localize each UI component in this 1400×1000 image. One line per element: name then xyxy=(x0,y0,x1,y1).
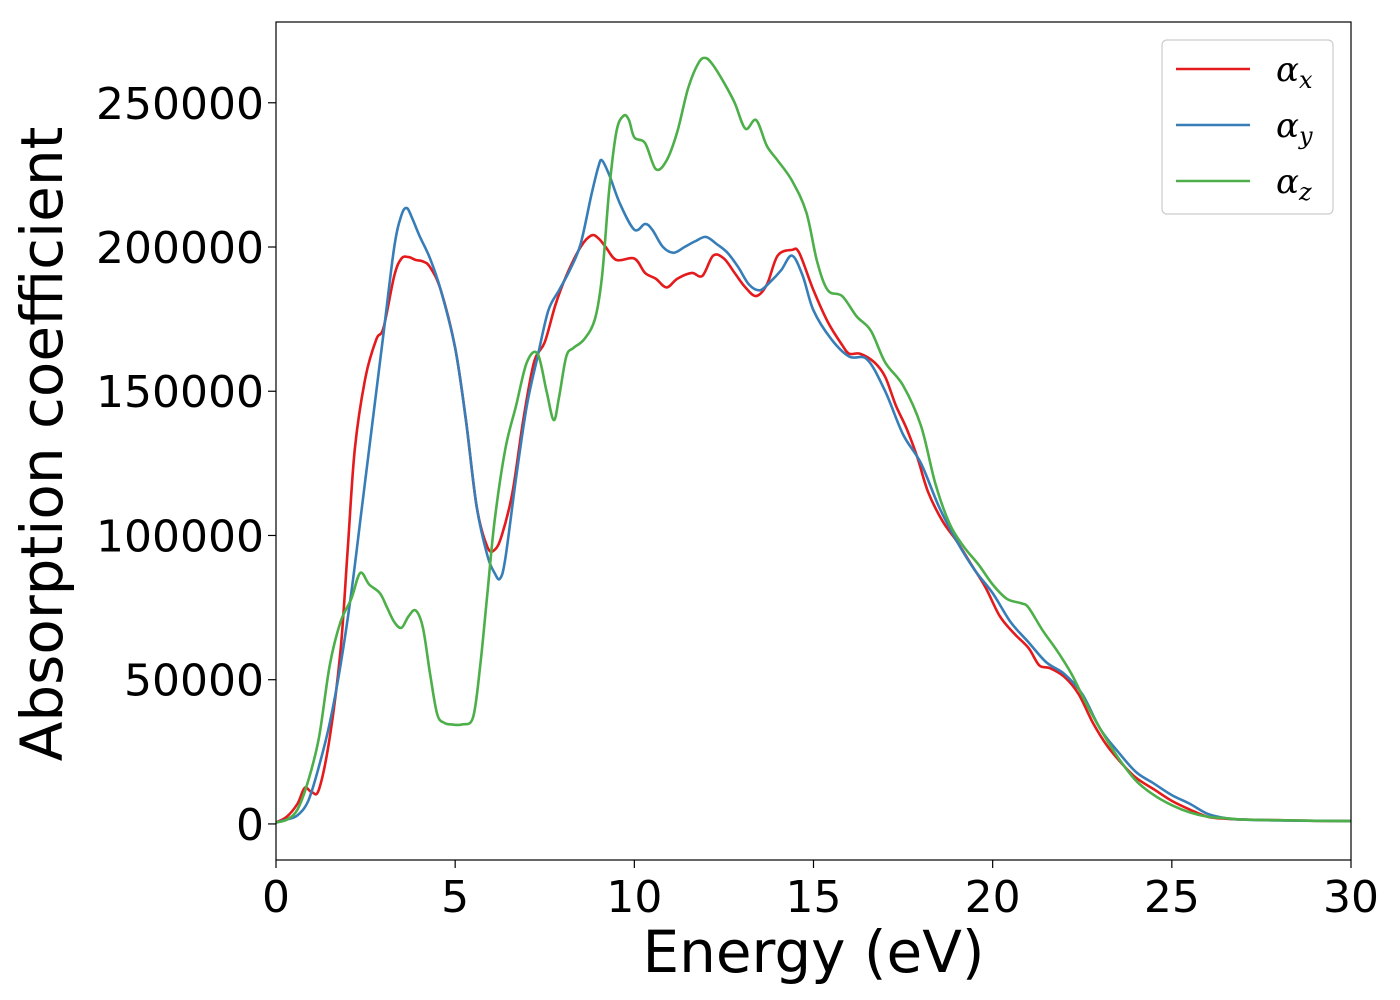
x-tick-label: 15 xyxy=(786,872,842,923)
x-tick-label: 0 xyxy=(262,872,290,923)
x-tick-label: 5 xyxy=(441,872,469,923)
series-line-z xyxy=(276,56,1351,824)
y-axis-ticks: 0 50000 100000 150000 200000 250000 xyxy=(96,79,276,851)
y-axis-title: Absorption coefficient xyxy=(8,127,76,762)
x-tick-label: 20 xyxy=(965,872,1021,923)
x-tick-label: 25 xyxy=(1144,872,1200,923)
legend-box xyxy=(1161,39,1334,215)
y-tick-label: 150000 xyxy=(96,367,264,418)
series-line-y xyxy=(276,158,1351,824)
series-layer xyxy=(276,56,1351,824)
y-tick-label: 50000 xyxy=(124,656,264,707)
y-tick-label: 100000 xyxy=(96,511,264,562)
x-tick-label: 10 xyxy=(606,872,662,923)
y-tick-label: 200000 xyxy=(96,223,264,274)
y-tick-label: 250000 xyxy=(96,79,264,130)
y-tick-label: 0 xyxy=(236,800,264,851)
x-axis-ticks: 0 5 10 15 20 25 30 xyxy=(262,860,1379,923)
x-axis-title: Energy (eV) xyxy=(642,918,984,986)
x-tick-label: 30 xyxy=(1323,872,1379,923)
series-line-x xyxy=(276,233,1351,824)
